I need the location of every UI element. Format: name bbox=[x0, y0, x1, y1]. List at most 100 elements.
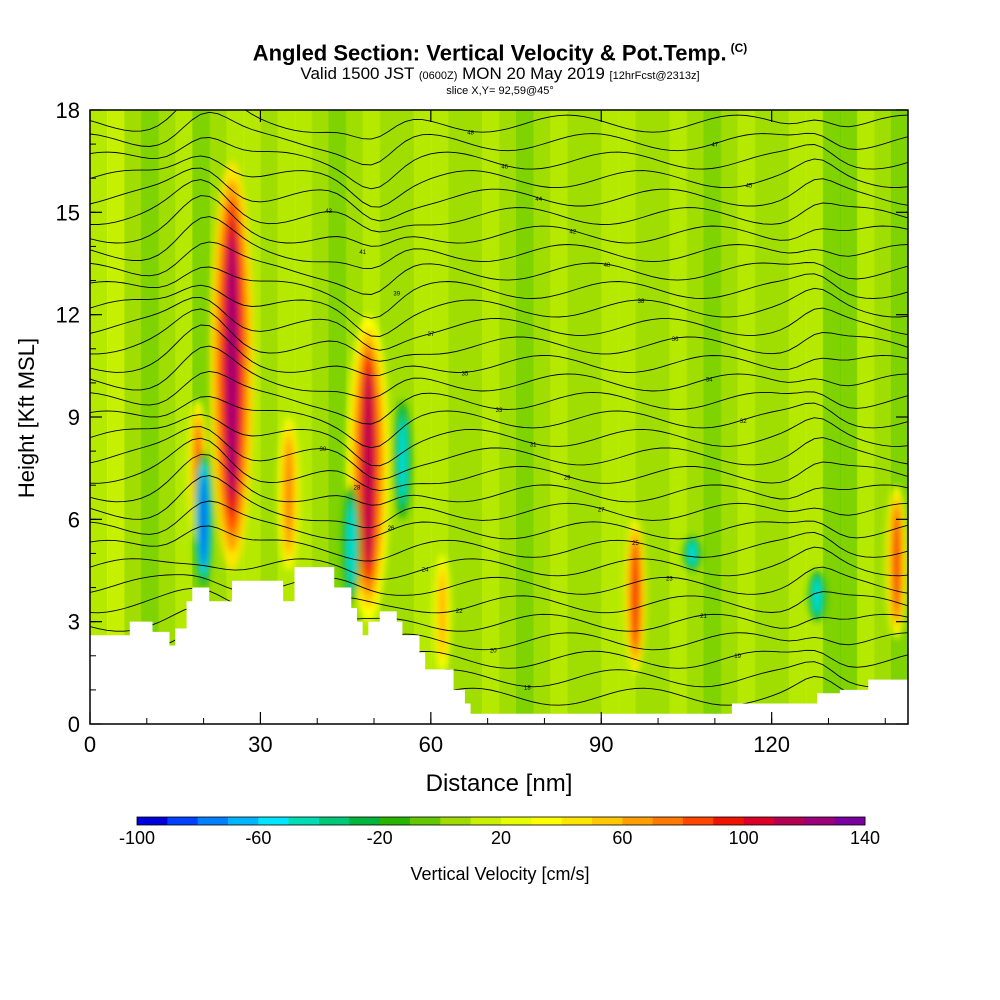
field-stripe bbox=[499, 110, 518, 724]
pot-temp-contour bbox=[90, 345, 908, 399]
field-stripe bbox=[686, 110, 705, 724]
pot-temp-contour bbox=[90, 284, 908, 337]
chart-title-suffix: (C) bbox=[730, 41, 748, 55]
draft-band bbox=[815, 579, 819, 613]
contour-label: 32 bbox=[740, 419, 747, 425]
contour-label: 39 bbox=[393, 291, 400, 297]
field-stripe bbox=[464, 110, 483, 724]
contour-label: 44 bbox=[535, 197, 542, 203]
colorbar-swatch bbox=[440, 817, 472, 825]
contour-label: 22 bbox=[456, 609, 463, 615]
contour-label: 21 bbox=[700, 614, 707, 620]
x-tick-label: 120 bbox=[753, 732, 790, 757]
field-stripe bbox=[447, 110, 466, 724]
colorbar-swatch bbox=[592, 817, 623, 825]
pot-temp-contour bbox=[90, 475, 908, 529]
pot-temp-contour bbox=[90, 566, 908, 596]
pot-temp-contour bbox=[90, 296, 908, 351]
colorbar-swatch bbox=[197, 817, 229, 825]
contour-label: 27 bbox=[598, 508, 605, 514]
colorbar-tick-label: 140 bbox=[850, 828, 880, 848]
colorbar-swatch bbox=[258, 817, 290, 825]
colorbar-frame bbox=[136, 816, 866, 826]
pot-temp-contour bbox=[90, 437, 908, 492]
chart-valid-time: Valid 1500 JST (0600Z) MON 20 May 2019 [… bbox=[0, 65, 1000, 85]
draft-band bbox=[349, 506, 354, 584]
x-tick-label: 60 bbox=[419, 732, 443, 757]
field-stripe bbox=[754, 110, 773, 724]
field-stripe bbox=[277, 110, 296, 724]
colorbar-swatch bbox=[228, 817, 259, 825]
field-stripe bbox=[481, 110, 500, 724]
pot-temp-contour bbox=[90, 453, 908, 506]
contour-label: 42 bbox=[570, 230, 577, 236]
colorbar-tick-label: 60 bbox=[612, 828, 632, 848]
colorbar-tick-label: -60 bbox=[245, 828, 271, 848]
pot-temp-contour bbox=[90, 155, 908, 208]
contour-label: 31 bbox=[530, 442, 537, 448]
pot-temp-contour bbox=[90, 167, 908, 222]
field-stripe bbox=[703, 110, 722, 724]
field-stripe bbox=[856, 110, 875, 724]
colorbar: -100 -60 -20 20 60 100 140 bbox=[119, 816, 880, 848]
pot-temp-contour bbox=[90, 414, 908, 467]
y-tick-label: 15 bbox=[56, 200, 80, 225]
colorbar-swatch bbox=[804, 817, 836, 825]
y-tick-label: 9 bbox=[68, 405, 80, 430]
y-tick-label: 6 bbox=[68, 507, 80, 532]
contour-label: 38 bbox=[638, 299, 645, 305]
chart-titles: Angled Section: Vertical Velocity & Pot.… bbox=[0, 36, 1000, 98]
draft-band bbox=[286, 444, 291, 543]
x-tick-label: 90 bbox=[589, 732, 613, 757]
updraft bbox=[278, 417, 300, 571]
field-stripe bbox=[260, 110, 279, 724]
draft-band bbox=[440, 574, 444, 652]
contour-label: 26 bbox=[388, 526, 395, 532]
contour-label: 33 bbox=[496, 408, 503, 414]
colorbar-tick-label: 20 bbox=[491, 828, 511, 848]
field-stripe bbox=[413, 110, 432, 724]
colorbar-swatch bbox=[470, 817, 502, 825]
colorbar-swatch bbox=[501, 817, 532, 825]
pot-temp-contour bbox=[90, 195, 908, 247]
contour-label: 25 bbox=[632, 541, 639, 547]
x-tick-label: 0 bbox=[84, 732, 96, 757]
contour-label: 23 bbox=[666, 576, 673, 582]
y-tick-label: 3 bbox=[68, 610, 80, 635]
downdraft bbox=[393, 399, 412, 520]
colorbar-swatch bbox=[137, 817, 168, 825]
pot-temp-contour bbox=[90, 241, 908, 295]
contour-label: 20 bbox=[490, 648, 497, 654]
draft-band bbox=[633, 546, 638, 646]
draft-band bbox=[364, 369, 373, 567]
downdraft bbox=[683, 536, 702, 571]
field-stripe bbox=[873, 110, 892, 724]
colorbar-tick-label: -100 bbox=[119, 828, 155, 848]
contour-label: 43 bbox=[325, 209, 332, 215]
draft-band bbox=[894, 512, 899, 612]
y-tick-label: 18 bbox=[56, 98, 80, 123]
field-stripe bbox=[175, 110, 194, 724]
field-stripe bbox=[107, 110, 126, 724]
contour-label: 28 bbox=[354, 486, 361, 492]
colorbar-swatch bbox=[288, 817, 320, 825]
contour-label: 41 bbox=[359, 250, 366, 256]
contour-label: 30 bbox=[320, 447, 327, 453]
field-stripe bbox=[822, 110, 841, 724]
contour-label: 35 bbox=[462, 371, 469, 377]
y-tick-label: 0 bbox=[68, 712, 80, 737]
contour-label: 18 bbox=[524, 686, 531, 692]
field-stripe bbox=[516, 110, 535, 724]
colorbar-label: Vertical Velocity [cm/s] bbox=[410, 864, 589, 884]
contour-label: 36 bbox=[672, 337, 679, 343]
pot-temp-contour bbox=[90, 546, 908, 580]
colorbar-swatch bbox=[349, 817, 381, 825]
pot-temp-contour bbox=[90, 308, 908, 362]
downdraft bbox=[194, 451, 214, 588]
downdraft bbox=[808, 570, 827, 622]
colorbar-swatch bbox=[410, 817, 441, 825]
draft-band bbox=[400, 421, 405, 498]
field-stripe bbox=[839, 110, 858, 724]
updraft bbox=[210, 161, 255, 571]
forecast-info: [12hrFcst@2313z] bbox=[609, 70, 700, 83]
